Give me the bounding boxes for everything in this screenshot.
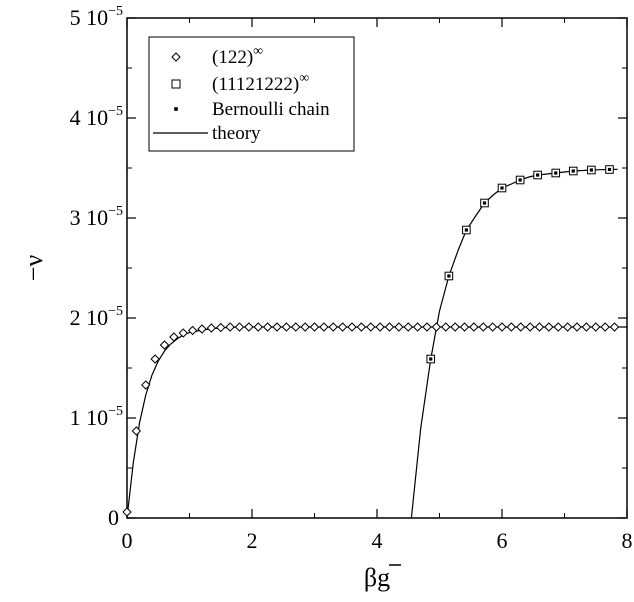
diamond-point [328, 322, 338, 332]
diamond-point [581, 322, 592, 332]
diamond-point [272, 322, 282, 332]
y-tick-label: 5 10−5 [70, 4, 123, 30]
axis-ticks [126, 17, 628, 519]
theory-line [410, 168, 618, 519]
y-axis-label: −ν [19, 255, 48, 282]
diamond-point [553, 322, 563, 332]
diamond-point [244, 322, 254, 332]
diamond-point [375, 322, 385, 332]
dot-point [554, 171, 558, 175]
data-markers [122, 165, 620, 517]
diamond-point [487, 322, 498, 332]
diamond-point [122, 507, 132, 517]
diamond-point [141, 380, 151, 390]
diamond-point [131, 426, 142, 436]
diamond-point [234, 322, 245, 332]
dot-point [571, 169, 575, 173]
legend-label: Bernoulli chain [212, 99, 330, 120]
legend-diamond-marker [171, 52, 181, 62]
diamond-point [394, 322, 404, 332]
diamond-point [478, 322, 488, 332]
diamond-point [319, 322, 329, 332]
diamond-point [197, 324, 207, 334]
y-tick-label: 1 10−5 [70, 404, 123, 430]
y-tick-label: 0 [108, 505, 119, 530]
y-tick-label: 4 10−5 [70, 104, 123, 130]
diamond-point [262, 322, 273, 332]
x-tick-label: 6 [497, 528, 508, 553]
diamond-point [309, 322, 320, 332]
diamond-point [562, 322, 573, 332]
diamond-point [150, 354, 160, 364]
diamond-point [431, 322, 442, 332]
dot-point [429, 357, 433, 361]
dot-point [607, 167, 612, 172]
x-tick-labels: 0 2 4 6 8 [122, 528, 633, 553]
diamond-point [450, 322, 460, 332]
diamond-point [216, 322, 226, 333]
diamond-point [469, 322, 479, 332]
diamond-point [337, 322, 348, 332]
diamond-point [169, 332, 179, 342]
diamond-point [281, 322, 292, 332]
dot-point [589, 168, 593, 172]
legend-label: (122)∞ [212, 44, 263, 68]
diamond-point [516, 322, 526, 332]
diamond-point [544, 322, 554, 332]
diamond-point [366, 322, 376, 332]
x-tick-label: 8 [622, 528, 633, 553]
diamond-point [412, 322, 423, 332]
diamond-point [206, 323, 217, 333]
theory-line [126, 326, 627, 519]
y-tick-label: 3 10−5 [70, 204, 123, 230]
diamond-point [159, 340, 170, 350]
diamond-point [253, 322, 263, 332]
diamond-point [384, 322, 395, 332]
diamond-point [178, 328, 188, 338]
x-tick-label: 2 [247, 528, 258, 553]
diamond-point [291, 322, 301, 332]
diamond-point [347, 322, 357, 332]
diamond-point [572, 322, 582, 332]
diamond-point [403, 322, 413, 332]
dot-point [447, 274, 451, 278]
legend-dot-marker [174, 107, 178, 111]
y-tick-labels: 0 1 10−5 2 10−5 3 10−5 4 10−5 5 10−5 [70, 4, 123, 530]
x-tick-label: 0 [122, 528, 133, 553]
diamond-point [356, 322, 367, 332]
theory-curves [126, 168, 627, 519]
dot-point [464, 228, 468, 232]
legend-label: (11121222)∞ [212, 71, 309, 95]
diamond-point [422, 322, 432, 332]
diamond-point [187, 325, 198, 336]
diamond-point [534, 322, 545, 332]
dot-point [482, 201, 487, 205]
diamond-point [600, 322, 610, 332]
diamond-point [459, 322, 470, 332]
legend: (122)∞ (11121222)∞ Bernoulli chain theory [148, 36, 355, 152]
diamond-point [300, 322, 310, 332]
legend-label: theory [212, 123, 261, 144]
diamond-point [525, 322, 535, 332]
diamond-point [441, 322, 451, 332]
diamond-point [591, 322, 601, 332]
diamond-point [609, 322, 620, 332]
dot-point [518, 178, 522, 182]
diamond-point [225, 322, 235, 332]
dot-point [500, 186, 504, 190]
diamond-point [506, 322, 517, 332]
legend-box [148, 36, 355, 152]
x-axis-label: βg [364, 563, 390, 592]
diamond-point [497, 322, 507, 332]
y-tick-label: 2 10−5 [70, 304, 123, 330]
legend-square-marker [171, 79, 181, 89]
dot-point [536, 173, 540, 177]
x-tick-label: 4 [372, 528, 383, 553]
